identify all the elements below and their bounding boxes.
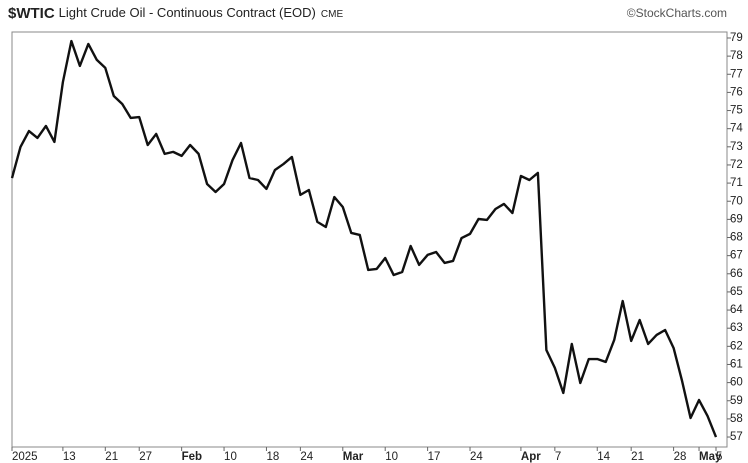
x-tick-label: Feb bbox=[182, 451, 202, 463]
x-tick-label: 28 bbox=[674, 451, 687, 463]
chart-header: $WTIC Light Crude Oil - Continuous Contra… bbox=[8, 5, 343, 22]
plot-frame bbox=[11, 31, 728, 448]
x-tick-label: 21 bbox=[631, 451, 644, 463]
y-tick-label: 60 bbox=[730, 377, 743, 389]
source: ©StockCharts.com bbox=[627, 6, 727, 20]
y-tick-label: 61 bbox=[730, 359, 743, 371]
x-tick-label: 2025 bbox=[12, 451, 38, 463]
y-tick-label: 69 bbox=[730, 213, 743, 225]
y-tick-label: 58 bbox=[730, 413, 743, 425]
chart-title: Light Crude Oil - Continuous Contract (E… bbox=[59, 5, 316, 20]
y-tick-label: 59 bbox=[730, 395, 743, 407]
y-tick-label: 73 bbox=[730, 141, 743, 153]
x-tick-label: 14 bbox=[597, 451, 610, 463]
x-tick-label: 5 bbox=[716, 451, 722, 463]
y-tick-label: 67 bbox=[730, 250, 743, 262]
x-tick-label: 7 bbox=[555, 451, 561, 463]
x-tick-label: 24 bbox=[300, 451, 313, 463]
price-line bbox=[10, 39, 718, 438]
symbol: $WTIC bbox=[8, 5, 55, 22]
y-tick-label: 72 bbox=[730, 159, 743, 171]
y-tick-label: 57 bbox=[730, 431, 743, 443]
y-tick-label: 65 bbox=[730, 286, 743, 298]
x-tick-label: 18 bbox=[266, 451, 279, 463]
y-tick-label: 66 bbox=[730, 268, 743, 280]
x-tick-label: 21 bbox=[105, 451, 118, 463]
x-tick-label: May bbox=[699, 451, 722, 463]
y-tick-label: 63 bbox=[730, 322, 743, 334]
y-tick-label: 71 bbox=[730, 177, 743, 189]
x-tick-label: 27 bbox=[139, 451, 152, 463]
y-tick-label: 64 bbox=[730, 304, 743, 316]
x-tick-label: 13 bbox=[63, 451, 76, 463]
y-tick-label: 76 bbox=[730, 86, 743, 98]
exchange: CME bbox=[321, 9, 344, 20]
x-tick-label: Apr bbox=[521, 451, 541, 463]
y-tick-label: 77 bbox=[730, 68, 743, 80]
y-tick-label: 78 bbox=[730, 50, 743, 62]
x-tick-label: 17 bbox=[428, 451, 441, 463]
x-tick-label: 10 bbox=[224, 451, 237, 463]
x-tick-label: Mar bbox=[343, 451, 364, 463]
x-tick-label: 24 bbox=[470, 451, 483, 463]
y-tick-label: 70 bbox=[730, 195, 743, 207]
y-tick-label: 79 bbox=[730, 32, 743, 44]
y-tick-label: 68 bbox=[730, 232, 743, 244]
x-tick-label: 10 bbox=[385, 451, 398, 463]
y-tick-label: 74 bbox=[730, 123, 743, 135]
y-tick-label: 62 bbox=[730, 340, 743, 352]
y-tick-label: 75 bbox=[730, 105, 743, 117]
